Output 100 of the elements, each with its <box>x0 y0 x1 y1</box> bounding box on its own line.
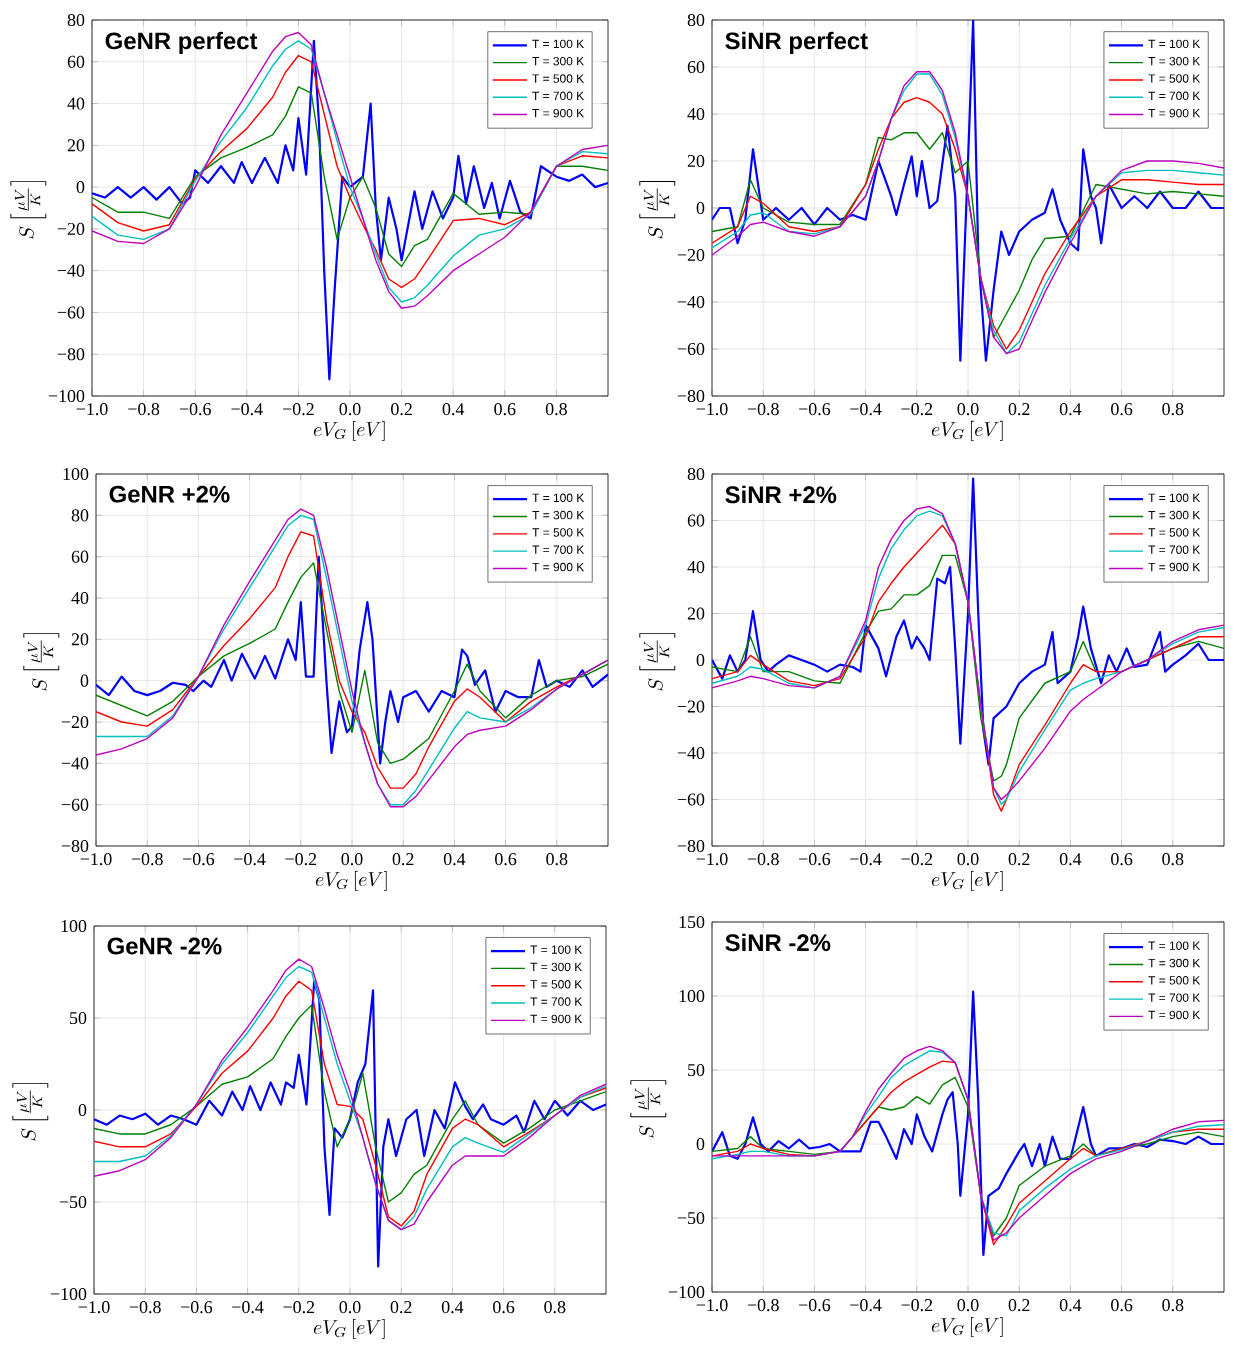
legend-label: T = 700 K <box>532 91 585 101</box>
line-series <box>94 1004 606 1203</box>
x-tick-label: 0.6 <box>493 1301 515 1314</box>
y-tick-label: 20 <box>687 607 705 620</box>
x-tick-label: −0.2 <box>901 1299 933 1312</box>
x-tick-label: 0.2 <box>392 853 414 866</box>
legend-label: T = 100 K <box>532 493 585 503</box>
y-tick-label: 100 <box>61 919 87 933</box>
x-tick-label: 0.2 <box>1008 1299 1030 1312</box>
x-tick-label: −1.0 <box>696 1299 728 1312</box>
y-tick-label: −60 <box>677 342 705 356</box>
x-tick-label: 0.8 <box>1162 1299 1184 1312</box>
y-tick-label: 50 <box>688 1063 705 1077</box>
legend-label: T = 300 K <box>532 510 585 520</box>
y-axis-title: $S\left[\frac{\mu V}{K}\right]$ <box>630 1080 667 1138</box>
y-tick-label: −20 <box>61 715 89 729</box>
y-tick-label: −80 <box>57 348 85 361</box>
chart-title: SiNR -2% <box>725 933 831 952</box>
x-tick-label: 0.8 <box>545 403 567 416</box>
x-tick-label: −0.8 <box>747 403 779 416</box>
x-tick-label: 0.6 <box>1111 403 1133 416</box>
chart-title: GeNR perfect <box>105 31 258 55</box>
x-tick-label: −0.2 <box>901 853 933 866</box>
y-tick-label: 20 <box>687 154 705 168</box>
legend-label: T = 900 K <box>532 108 585 118</box>
y-tick-label: 60 <box>687 60 705 74</box>
legend-label: T = 500 K <box>1148 976 1201 985</box>
y-tick-label: −60 <box>61 798 89 811</box>
x-tick-label: 0.6 <box>495 853 517 866</box>
x-tick-label: −0.4 <box>850 403 882 416</box>
y-tick-label: −100 <box>48 389 85 403</box>
x-tick-label: 0.8 <box>1162 403 1184 416</box>
x-tick-label: 0.4 <box>1059 1299 1082 1312</box>
y-tick-label: 20 <box>67 139 85 152</box>
x-tick-label: 0.4 <box>1059 403 1082 416</box>
chart-title: SiNR +2% <box>725 485 837 504</box>
y-tick-label: 0 <box>76 181 85 194</box>
x-tick-label: −0.4 <box>850 1299 882 1312</box>
x-tick-label: −1.0 <box>696 853 728 866</box>
y-tick-label: −40 <box>61 757 89 770</box>
legend-label: T = 700 K <box>532 545 585 554</box>
y-tick-label: 20 <box>71 633 89 646</box>
x-axis-title: $eV_G\left[eV\right]$ <box>315 870 387 891</box>
y-tick-label: 40 <box>67 97 85 110</box>
legend-label: T = 700 K <box>1148 91 1201 101</box>
y-tick-label: 150 <box>679 915 705 929</box>
y-tick-label: 80 <box>687 467 705 481</box>
legend-label: T = 900 K <box>1148 108 1201 118</box>
x-tick-label: −0.6 <box>799 853 831 866</box>
x-tick-label: −0.4 <box>232 1301 264 1314</box>
legend-label: T = 700 K <box>530 997 583 1006</box>
legend-label: T = 300 K <box>1148 56 1201 66</box>
x-tick-label: 0.0 <box>341 853 363 866</box>
x-tick-label: 0.0 <box>957 853 979 866</box>
y-tick-label: −50 <box>59 1195 87 1209</box>
y-tick-label: −100 <box>668 1285 705 1299</box>
y-tick-label: −60 <box>677 793 705 806</box>
x-axis-title: $eV_G\left[eV\right]$ <box>313 420 385 441</box>
legend-label: T = 700 K <box>1148 545 1201 554</box>
chart-title: GeNR -2% <box>107 937 222 955</box>
legend-label: T = 700 K <box>1148 993 1201 1002</box>
x-tick-label: 0.0 <box>957 403 979 416</box>
legend-label: T = 100 K <box>1148 493 1201 503</box>
x-tick-label: 0.4 <box>1059 853 1082 866</box>
x-tick-label: −0.8 <box>747 1299 779 1312</box>
y-tick-label: 0 <box>696 201 705 215</box>
x-tick-label: 0.6 <box>494 403 516 416</box>
x-tick-label: −1.0 <box>76 403 108 416</box>
x-tick-label: −0.6 <box>181 1301 213 1314</box>
y-tick-label: −60 <box>57 306 85 319</box>
line-series <box>92 86 608 268</box>
x-tick-label: −0.4 <box>234 853 266 866</box>
y-tick-label: −80 <box>677 389 705 403</box>
y-tick-label: −40 <box>677 746 705 760</box>
x-tick-label: 0.6 <box>1111 853 1133 866</box>
x-tick-label: −0.6 <box>179 403 211 416</box>
y-tick-label: 60 <box>71 550 89 563</box>
x-tick-label: −0.8 <box>129 1301 161 1314</box>
x-tick-label: −0.2 <box>901 403 933 416</box>
y-tick-label: 100 <box>63 467 89 481</box>
chart-title: GeNR +2% <box>109 485 230 503</box>
y-tick-label: 0 <box>696 1137 705 1151</box>
x-axis-title: $eV_G\left[eV\right]$ <box>931 870 1003 891</box>
legend-label: T = 100 K <box>530 945 583 954</box>
y-axis-title: $S\left[\frac{\mu V}{K}\right]$ <box>639 633 676 691</box>
legend-label: T = 500 K <box>532 74 585 83</box>
legend-label: T = 100 K <box>1148 941 1201 950</box>
x-tick-label: −0.2 <box>283 1301 315 1314</box>
y-tick-label: 80 <box>71 509 89 522</box>
legend-label: T = 900 K <box>530 1014 583 1024</box>
x-tick-label: 0.0 <box>957 1299 979 1312</box>
x-tick-label: 0.6 <box>1111 1299 1133 1312</box>
x-tick-label: −0.2 <box>285 853 317 866</box>
y-tick-label: 0 <box>78 1103 87 1117</box>
y-tick-label: −50 <box>677 1211 705 1225</box>
line-series <box>712 20 1225 362</box>
y-tick-label: 0 <box>696 653 705 667</box>
y-tick-label: −80 <box>61 839 89 853</box>
legend-label: T = 500 K <box>530 980 583 989</box>
legend-label: T = 100 K <box>1148 39 1201 49</box>
